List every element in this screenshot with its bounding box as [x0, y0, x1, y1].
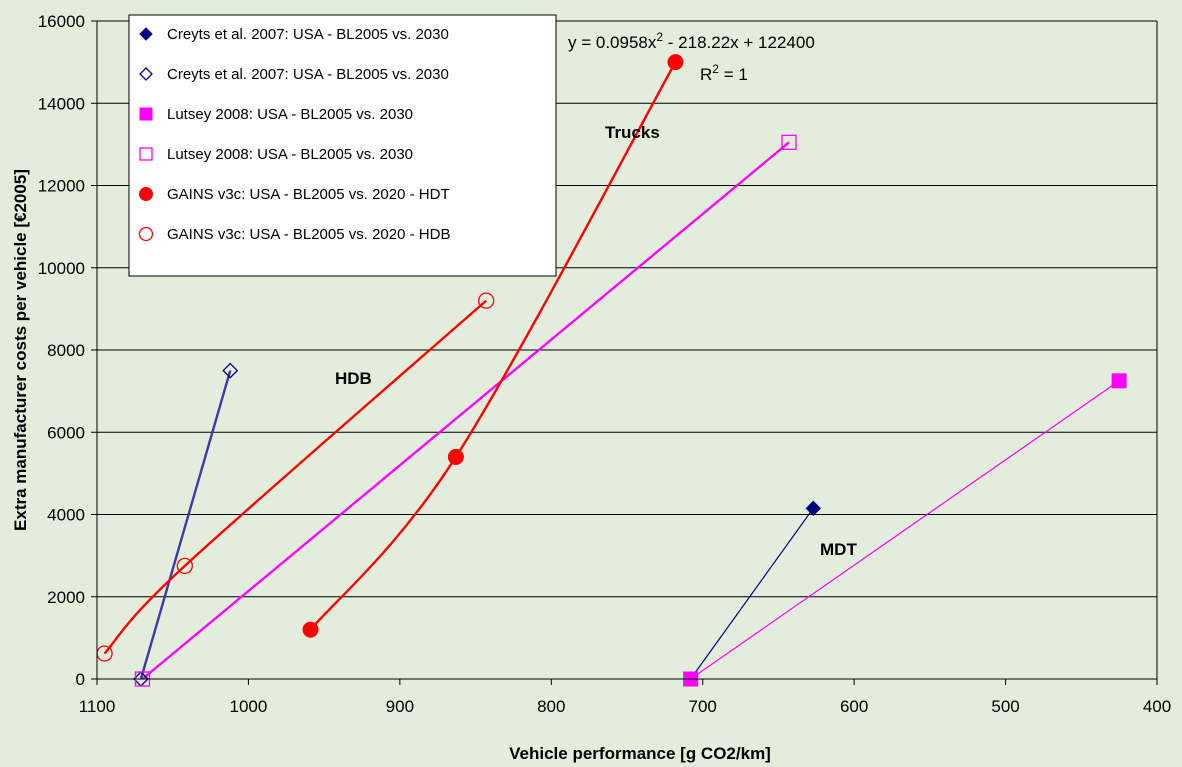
data-point	[302, 621, 319, 638]
data-point	[781, 134, 797, 150]
legend: Creyts et al. 2007: USA - BL2005 vs. 203…	[128, 14, 557, 277]
legend-marker	[139, 107, 153, 121]
r-squared: R2 = 1	[700, 62, 748, 84]
legend-marker	[139, 187, 153, 201]
x-tick-label: 400	[1143, 697, 1171, 716]
series-line	[103, 299, 487, 655]
y-tick-label: 10000	[38, 259, 85, 278]
series-line	[309, 61, 677, 631]
y-axis-title: Extra manufacturer costs per vehicle [€2…	[11, 169, 30, 531]
x-tick-label: 600	[840, 697, 868, 716]
legend-label: Lutsey 2008: USA - BL2005 vs. 2030	[167, 106, 413, 123]
series-line	[139, 370, 232, 680]
legend-label: Creyts et al. 2007: USA - BL2005 vs. 203…	[167, 26, 449, 43]
r2-prefix: R	[700, 65, 712, 84]
x-tick-label: 500	[991, 697, 1019, 716]
legend-marker	[139, 67, 153, 81]
legend-marker	[139, 27, 153, 41]
legend-marker	[138, 226, 154, 242]
y-tick-label: 12000	[38, 177, 85, 196]
legend-marker	[139, 147, 153, 161]
y-tick-label: 6000	[47, 423, 85, 442]
x-axis-title: Vehicle performance [g CO2/km]	[509, 744, 771, 763]
legend-label: Lutsey 2008: USA - BL2005 vs. 2030	[167, 146, 413, 163]
series-markers	[96, 54, 1127, 687]
axes	[91, 20, 1158, 685]
r2-exponent: 2	[712, 62, 719, 76]
y-tick-label: 14000	[38, 94, 85, 113]
annotation-trucks: Trucks	[605, 123, 660, 142]
legend-label: GAINS v3c: USA - BL2005 vs. 2020 - HDT	[167, 186, 450, 203]
x-tick-label: 1000	[230, 697, 268, 716]
x-tick-label: 900	[386, 697, 414, 716]
y-tick-label: 16000	[38, 12, 85, 31]
annotation-mdt: MDT	[820, 540, 857, 559]
data-point	[222, 362, 239, 379]
equation-exponent: 2	[656, 30, 663, 44]
legend-box	[128, 14, 557, 277]
tick-labels: 0 2000 4000 6000 8000 10000 12000 14000 16000 110…	[38, 12, 1171, 716]
data-point	[176, 557, 193, 575]
data-point	[805, 500, 821, 517]
r2-rest: = 1	[719, 65, 748, 84]
data-point	[667, 54, 684, 71]
series-line	[141, 141, 790, 680]
equation-prefix: y = 0.0958x	[568, 33, 657, 52]
legend-label: Creyts et al. 2007: USA - BL2005 vs. 203…	[167, 66, 449, 83]
series-line	[690, 507, 814, 680]
data-point	[447, 448, 464, 465]
y-tick-label: 4000	[47, 506, 85, 525]
trendline-equation: y = 0.0958x2 - 218.22x + 122400	[568, 30, 815, 52]
x-tick-label: 800	[537, 697, 565, 716]
data-point	[478, 292, 495, 309]
annotation-hdb: HDB	[335, 369, 372, 388]
x-tick-label: 700	[689, 697, 717, 716]
x-tick-label: 1100	[79, 697, 116, 716]
legend-label: GAINS v3c: USA - BL2005 vs. 2020 - HDB	[167, 226, 450, 243]
series-lines	[103, 61, 1120, 680]
y-tick-label: 2000	[47, 588, 85, 607]
y-tick-label: 0	[76, 670, 85, 689]
data-point	[1111, 373, 1127, 389]
equation-rest: - 218.22x + 122400	[663, 33, 815, 52]
series-line	[690, 380, 1120, 680]
y-tick-label: 8000	[47, 341, 85, 360]
